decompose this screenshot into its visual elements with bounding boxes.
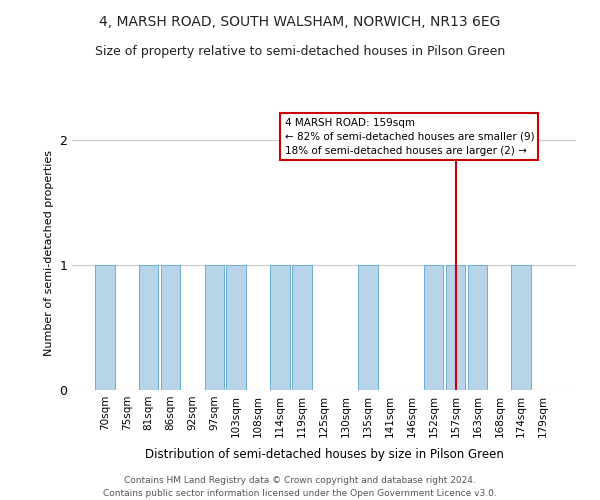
Bar (226, 265, 246, 390)
Bar (205, 265, 224, 390)
Bar (292, 265, 312, 390)
Bar (270, 265, 290, 390)
Bar (358, 265, 378, 390)
Text: Size of property relative to semi-detached houses in Pilson Green: Size of property relative to semi-detach… (95, 45, 505, 58)
Bar (446, 265, 466, 390)
Y-axis label: Number of semi-detached properties: Number of semi-detached properties (44, 150, 53, 356)
X-axis label: Distribution of semi-detached houses by size in Pilson Green: Distribution of semi-detached houses by … (145, 448, 503, 461)
Bar (139, 265, 158, 390)
Text: Contains HM Land Registry data © Crown copyright and database right 2024.
Contai: Contains HM Land Registry data © Crown c… (103, 476, 497, 498)
Bar (95, 265, 115, 390)
Text: 4 MARSH ROAD: 159sqm
← 82% of semi-detached houses are smaller (9)
18% of semi-d: 4 MARSH ROAD: 159sqm ← 82% of semi-detac… (284, 118, 534, 156)
Bar (424, 265, 443, 390)
Bar (161, 265, 181, 390)
Bar (511, 265, 531, 390)
Text: 4, MARSH ROAD, SOUTH WALSHAM, NORWICH, NR13 6EG: 4, MARSH ROAD, SOUTH WALSHAM, NORWICH, N… (100, 15, 500, 29)
Bar (467, 265, 487, 390)
